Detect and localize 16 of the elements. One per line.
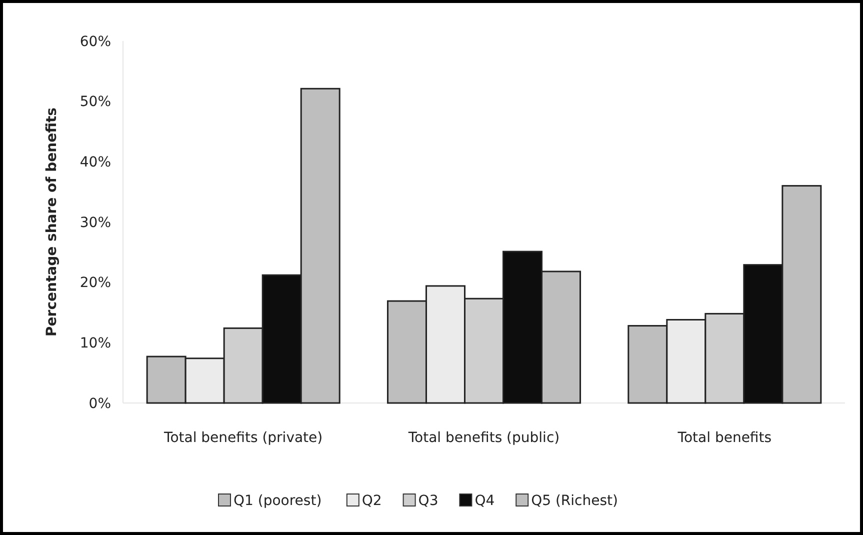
legend-label: Q4 xyxy=(474,492,495,509)
y-tick-label: 10% xyxy=(80,336,111,352)
legend-label: Q3 xyxy=(418,492,438,509)
legend-label: Q2 xyxy=(362,492,382,509)
legend-label: Q1 (poorest) xyxy=(234,492,322,509)
x-tick-label: Total benefits xyxy=(676,430,772,446)
legend-label: Q5 (Richest) xyxy=(531,492,618,509)
y-tick-label: 30% xyxy=(80,214,111,231)
y-tick-label: 60% xyxy=(80,34,111,50)
y-tick-label: 40% xyxy=(80,154,111,171)
y-axis-title: Percentage share of benefits xyxy=(44,108,60,336)
y-tick-label: 50% xyxy=(80,94,111,110)
y-tick-label: 20% xyxy=(80,275,111,292)
y-tick-label: 0% xyxy=(88,396,111,412)
x-tick-label: Total benefits (public) xyxy=(407,430,560,446)
x-tick-label: Total benefits (private) xyxy=(163,430,323,446)
